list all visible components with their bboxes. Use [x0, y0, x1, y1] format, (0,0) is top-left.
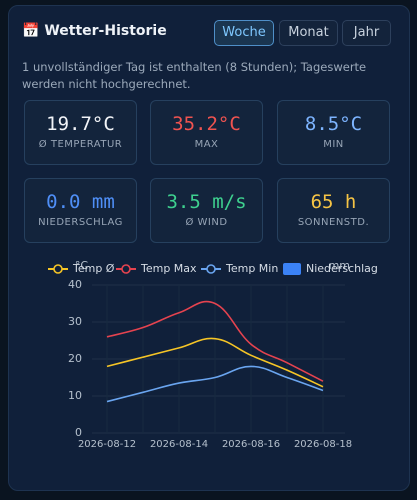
note: 1 unvollständiger Tag ist enthalten (8 S…: [22, 60, 367, 91]
legend-marker: [121, 264, 131, 274]
line: [106, 365, 324, 403]
stat-card: 3.5 m/s Ø WIND: [150, 178, 263, 243]
legend-swatch: [283, 263, 301, 275]
range-button[interactable]: Monat: [279, 20, 338, 46]
range-button[interactable]: Woche: [214, 20, 274, 46]
line: [106, 300, 324, 382]
stat-value: 65 h: [310, 191, 357, 213]
stat-label: Ø TEMPERATUR: [38, 139, 123, 150]
stat-label: Ø WIND: [185, 217, 228, 228]
y-tick-label: 40: [68, 278, 82, 291]
stat-value: 19.7°C: [46, 113, 115, 135]
stat-label: MIN: [323, 139, 344, 150]
stat-card: 19.7°C Ø TEMPERATUR: [24, 100, 137, 165]
y-axis-label: °C: [75, 259, 89, 272]
y-tick-label: 10: [68, 389, 82, 402]
stat-value: 8.5°C: [304, 113, 363, 135]
stat-value: 35.2°C: [172, 113, 241, 135]
legend-label: Temp Min: [225, 262, 278, 275]
stat-value: 0.0 mm: [46, 191, 115, 213]
stat-label: SONNENSTD.: [297, 217, 370, 228]
y-tick-label: 0: [75, 426, 82, 439]
x-tick-label: 2026-08-12: [78, 439, 136, 450]
stat-label: MAX: [194, 139, 219, 150]
x-tick-label: 2026-08-14: [150, 439, 208, 450]
y-tick-label: 20: [68, 352, 82, 365]
x-tick-label: 2026-08-16: [222, 439, 280, 450]
y2-axis-label: mm: [329, 259, 350, 272]
x-tick-label: 2026-08-18: [294, 439, 352, 450]
stat-label: NIEDERSCHLAG: [38, 217, 123, 228]
legend-label: Temp Ø: [72, 262, 115, 275]
stat-value: 3.5 m/s: [166, 191, 247, 213]
range-button[interactable]: Jahr: [342, 20, 391, 46]
panel: [8, 5, 410, 491]
title-text: Wetter-Historie: [44, 23, 167, 39]
y-tick-label: 30: [68, 315, 82, 328]
header-title: 📅 Wetter-Historie: [22, 23, 167, 39]
legend-marker: [206, 264, 216, 274]
legend-marker: [53, 264, 63, 274]
legend-label: Niederschlag: [306, 262, 378, 275]
stat-card: 35.2°C MAX: [150, 100, 263, 165]
stat-card: 8.5°C MIN: [277, 100, 390, 165]
legend-label: Temp Max: [140, 262, 197, 275]
stat-card: 65 h SONNENSTD.: [277, 178, 390, 243]
line: [106, 337, 324, 388]
stat-card: 0.0 mm NIEDERSCHLAG: [24, 178, 137, 243]
